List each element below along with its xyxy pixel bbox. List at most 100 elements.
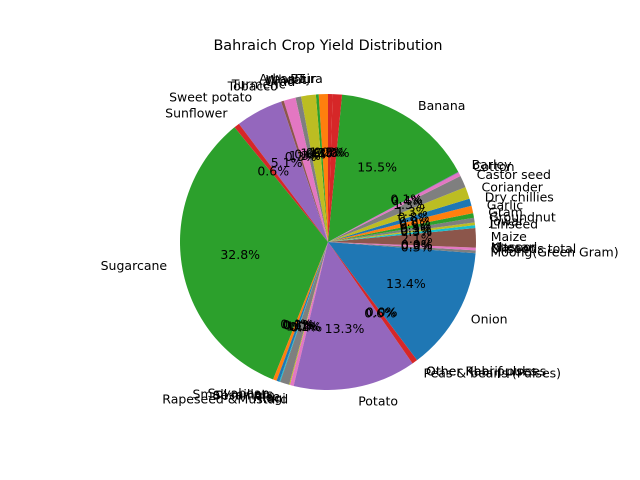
slice-percent: 0.6% bbox=[294, 147, 326, 162]
slice-label: Sesamum bbox=[213, 387, 275, 402]
slice-percent: 32.8% bbox=[220, 247, 260, 262]
slice-percent: 13.4% bbox=[386, 276, 426, 291]
pie-slice bbox=[328, 242, 476, 254]
slice-percent: 0.4% bbox=[280, 316, 312, 331]
pie-slice bbox=[328, 198, 472, 242]
slice-label: Linseed bbox=[490, 217, 538, 232]
slice-percent: 0.3% bbox=[282, 317, 314, 332]
slice-percent: 0.4% bbox=[391, 193, 423, 208]
pie-slice bbox=[238, 101, 328, 243]
slice-percent: 0.0% bbox=[401, 237, 433, 252]
pie-slice bbox=[328, 94, 459, 242]
slice-percent: 0.0% bbox=[366, 304, 398, 319]
slice-label: Castor seed bbox=[477, 167, 551, 182]
slice-label: Khesari bbox=[491, 240, 538, 255]
slice-percent: 0.5% bbox=[400, 218, 432, 233]
slice-label: Onion bbox=[471, 312, 508, 327]
pie-slice bbox=[279, 242, 328, 383]
pie-slice bbox=[276, 242, 328, 382]
pie-slice bbox=[295, 96, 328, 243]
slice-label: Jowar bbox=[489, 213, 525, 228]
slice-percent: 0.6% bbox=[364, 305, 396, 320]
slice-percent: 0.3% bbox=[401, 239, 433, 254]
pie-slice bbox=[328, 171, 459, 242]
pie-slice bbox=[283, 97, 328, 243]
slice-label: Barley bbox=[472, 157, 513, 172]
slice-percent: 1.3% bbox=[396, 204, 428, 219]
pie-slice bbox=[281, 100, 328, 242]
slice-percent: 1.0% bbox=[318, 145, 350, 160]
pie-slice bbox=[289, 242, 328, 386]
slice-label: Sunflower bbox=[165, 105, 228, 120]
pie-slice bbox=[318, 94, 328, 242]
slice-label: Arhar/Tur bbox=[259, 71, 317, 86]
pie-slice bbox=[328, 172, 461, 242]
slice-label: Rapeseed &Mustard bbox=[162, 391, 288, 406]
slice-label: Tobacco bbox=[227, 79, 278, 94]
slice-label: Bajra bbox=[290, 71, 323, 86]
pie-slice bbox=[328, 225, 476, 242]
slice-label: Urad bbox=[265, 74, 295, 89]
slice-label: Turmeric bbox=[231, 76, 286, 91]
slice-percent: 1.6% bbox=[300, 146, 332, 161]
slice-percent: 0.8% bbox=[399, 214, 431, 229]
pie-slice bbox=[328, 94, 343, 242]
slice-percent: 5.1% bbox=[271, 155, 303, 170]
slice-label: Sweet potato bbox=[169, 89, 252, 104]
pie-slice bbox=[328, 175, 466, 242]
slice-label: Garlic bbox=[487, 198, 523, 213]
slice-percent-labels: 1.0%0.3%1.6%0.6%1.3%0.3%5.1%0.6%32.8%0.4… bbox=[220, 145, 432, 336]
slice-label: Gram bbox=[488, 204, 523, 219]
slice-label: Soyabean bbox=[208, 385, 270, 400]
slice-percent: 1.3% bbox=[289, 148, 321, 163]
pie-slice bbox=[328, 242, 476, 361]
pie-slice bbox=[315, 94, 328, 242]
slice-percent: 0.1% bbox=[390, 192, 422, 207]
slice-percent: 2.1% bbox=[401, 231, 433, 246]
slice-percent: 0.5% bbox=[314, 145, 346, 160]
pie-slice bbox=[328, 242, 418, 364]
slice-label: Ragi bbox=[258, 391, 285, 406]
slice-percent: 0.3% bbox=[400, 224, 432, 239]
pie-slice bbox=[328, 227, 476, 248]
slice-percent: 1.0% bbox=[309, 145, 341, 160]
slice-percent: 0.1% bbox=[283, 317, 315, 332]
pie-slice bbox=[328, 217, 475, 242]
slice-label: Cotton bbox=[473, 159, 515, 174]
slice-percent: 0.0% bbox=[401, 237, 433, 252]
slice-percent: 0.5% bbox=[400, 220, 432, 235]
chart-title: Bahraich Crop Yield Distribution bbox=[213, 38, 442, 54]
slice-percent: 0.3% bbox=[306, 145, 338, 160]
slice-label: Sugarcane bbox=[101, 258, 168, 273]
slice-percent: 0.8% bbox=[398, 210, 430, 225]
slice-label: Maize bbox=[491, 229, 527, 244]
slice-label: Wheat bbox=[266, 72, 307, 87]
slice-percent: 0.3% bbox=[400, 223, 432, 238]
pie-slice bbox=[328, 205, 474, 242]
pie-slice bbox=[300, 94, 328, 242]
pie-slice bbox=[290, 242, 328, 386]
slice-percent: 0.1% bbox=[289, 319, 321, 334]
pie-slice bbox=[273, 242, 328, 381]
slice-label: Other Rabi pulses bbox=[426, 364, 537, 379]
slice-label: Masoor bbox=[491, 240, 537, 255]
slice-label: Groundnut bbox=[489, 209, 556, 224]
pie-slice bbox=[293, 242, 413, 390]
slice-percent: 0.3% bbox=[285, 149, 317, 164]
slice-label: Coriander bbox=[482, 179, 544, 194]
slice-label: Small millets bbox=[193, 387, 273, 402]
slice-percent: 0.4% bbox=[290, 320, 322, 335]
slice-labels: BajraArhar/TurWheatUradTurmericTobaccoSw… bbox=[101, 71, 619, 409]
slice-percent: 0.0% bbox=[366, 304, 398, 319]
slice-label: Banana bbox=[418, 98, 465, 113]
slice-percent: 1.0% bbox=[286, 318, 318, 333]
slice-label: Moong(Green Gram) bbox=[490, 244, 618, 259]
pie-slice bbox=[180, 127, 328, 380]
pie-slice bbox=[280, 242, 328, 385]
slice-label: Other Kharif pulses bbox=[426, 364, 546, 379]
slice-percent: 13.3% bbox=[325, 321, 365, 336]
slice-label: Dry chillies bbox=[485, 190, 554, 205]
slice-percent: 0.6% bbox=[257, 164, 289, 179]
